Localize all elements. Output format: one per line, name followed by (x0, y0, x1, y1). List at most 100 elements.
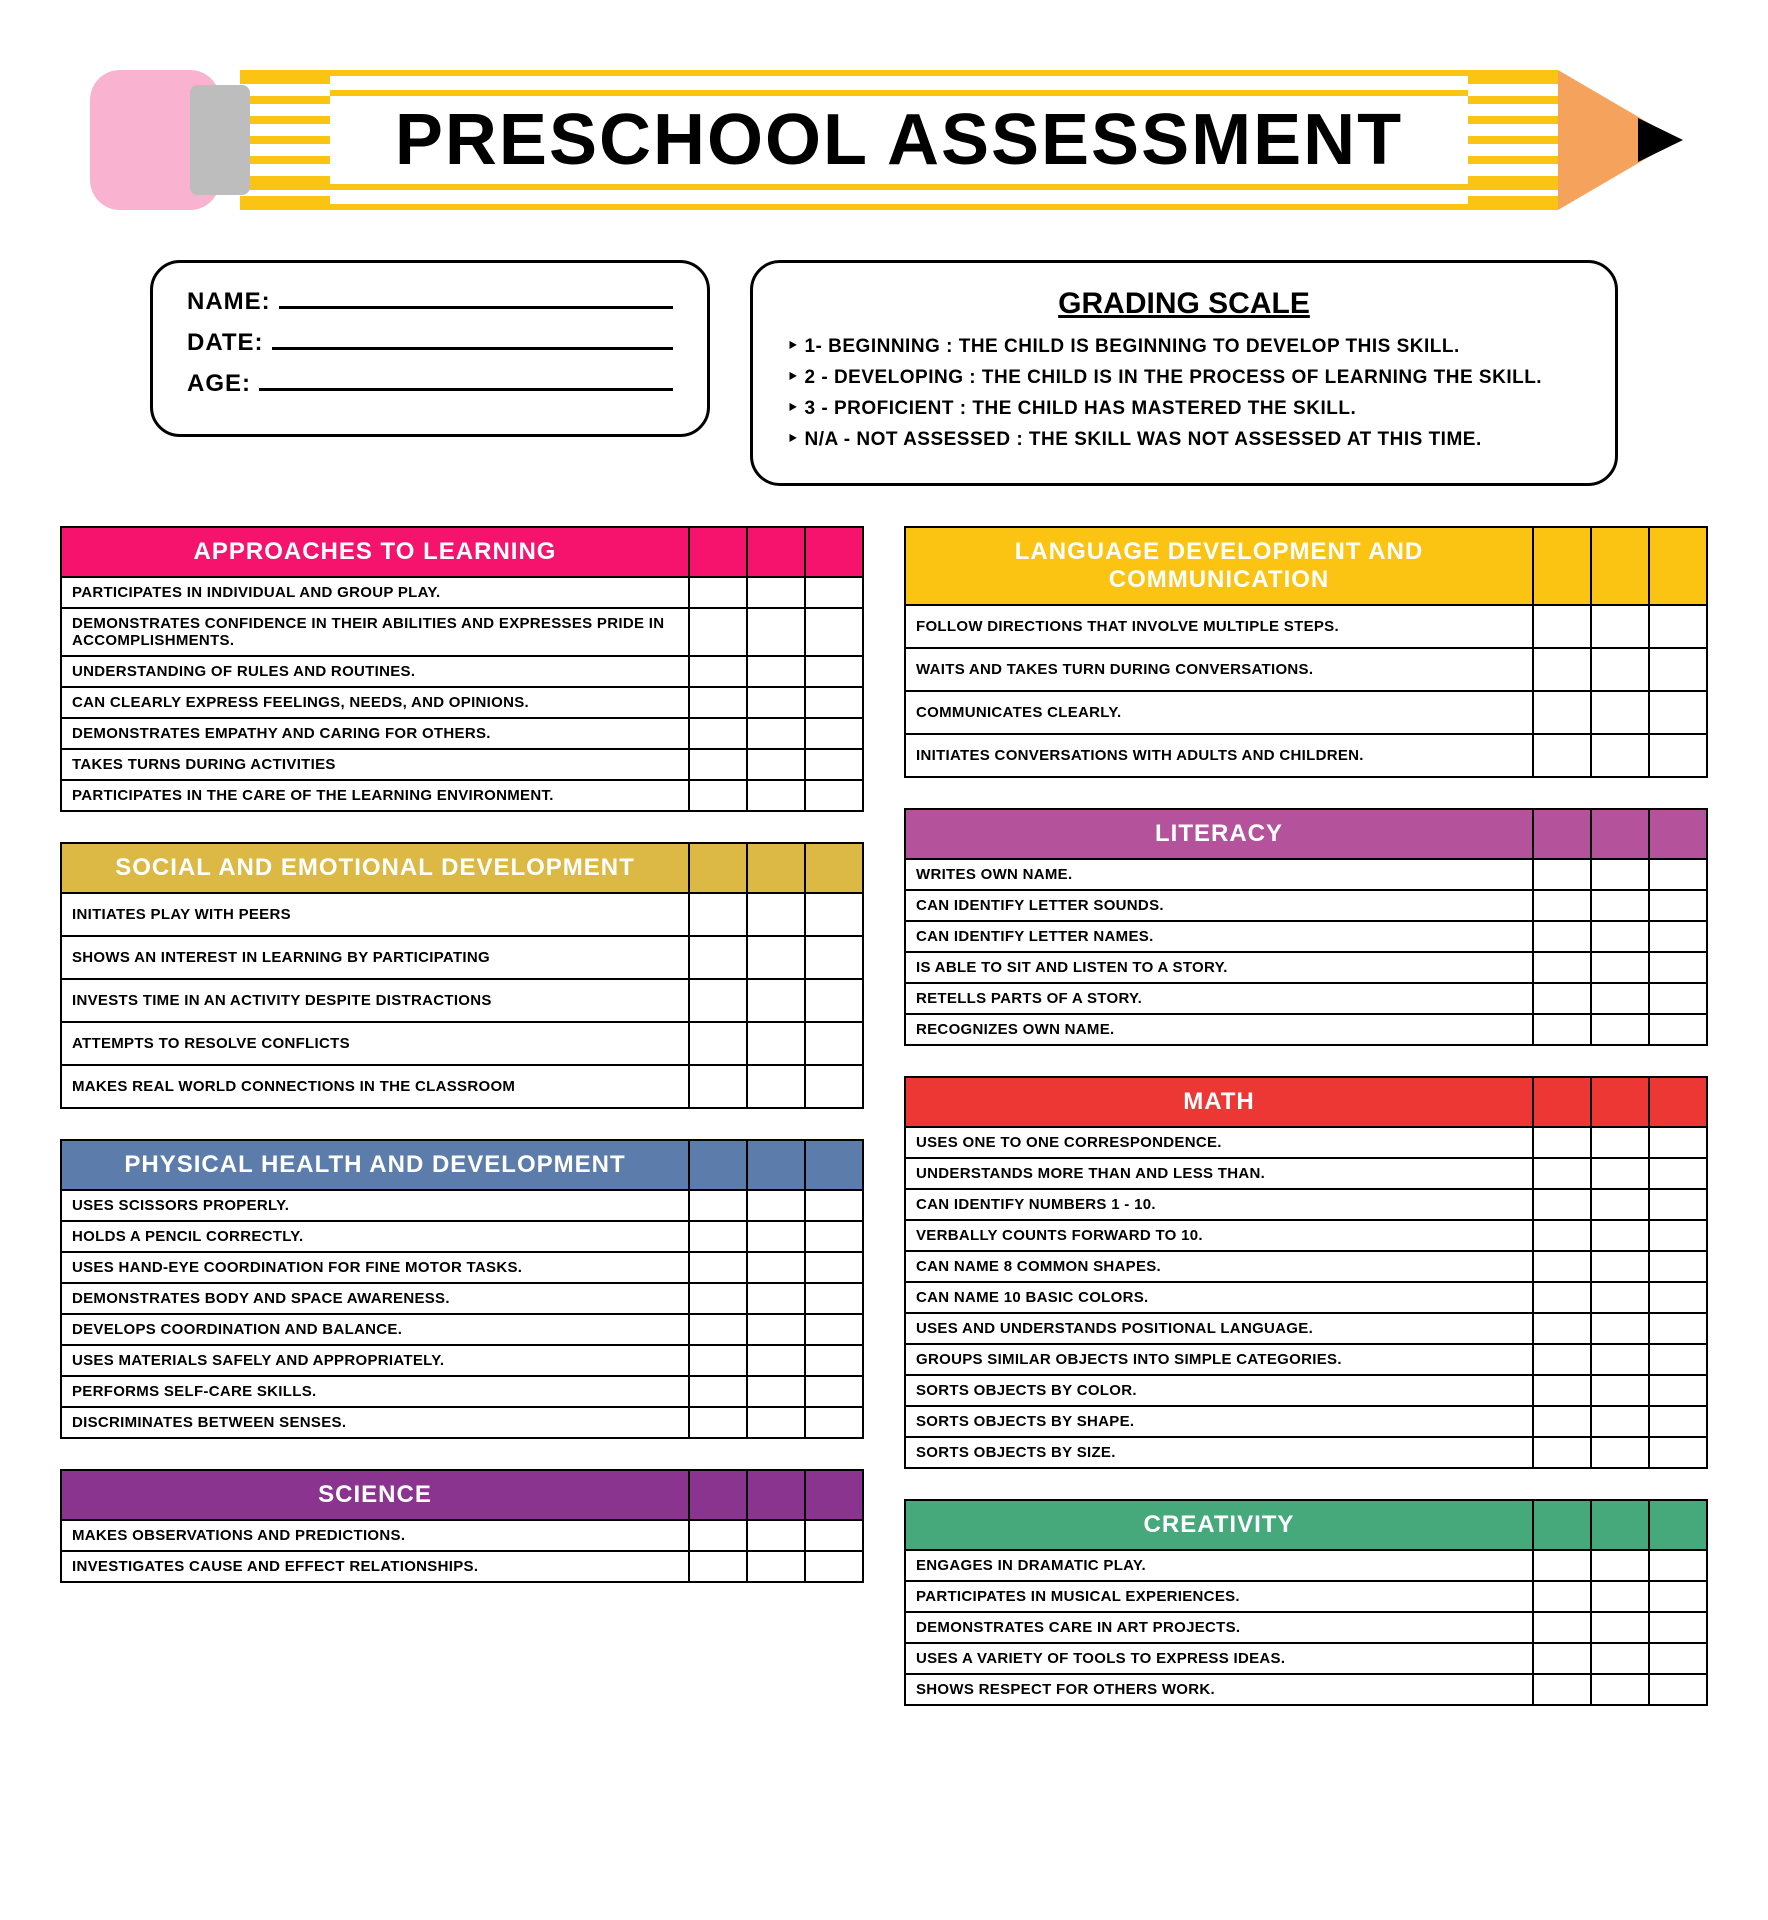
grade-cell[interactable] (1592, 953, 1650, 984)
grade-cell[interactable] (806, 1066, 864, 1109)
grade-cell[interactable] (1650, 1221, 1708, 1252)
grade-cell[interactable] (748, 578, 806, 609)
grade-cell[interactable] (1650, 1551, 1708, 1582)
grade-cell[interactable] (1534, 1190, 1592, 1221)
grade-cell[interactable] (1534, 922, 1592, 953)
grade-cell[interactable] (806, 1377, 864, 1408)
grade-cell[interactable] (690, 1066, 748, 1109)
grade-cell[interactable] (806, 980, 864, 1023)
grade-cell[interactable] (1650, 606, 1708, 649)
grade-cell[interactable] (1534, 1376, 1592, 1407)
grade-cell[interactable] (1650, 922, 1708, 953)
grade-cell[interactable] (1534, 1159, 1592, 1190)
grade-cell[interactable] (1592, 735, 1650, 778)
grade-cell[interactable] (748, 1346, 806, 1377)
grade-cell[interactable] (690, 1191, 748, 1222)
date-input-line[interactable] (272, 328, 673, 350)
grade-cell[interactable] (748, 750, 806, 781)
grade-cell[interactable] (690, 1408, 748, 1439)
grade-cell[interactable] (748, 609, 806, 657)
grade-cell[interactable] (806, 657, 864, 688)
grade-cell[interactable] (806, 1191, 864, 1222)
grade-cell[interactable] (1534, 606, 1592, 649)
grade-cell[interactable] (1650, 1407, 1708, 1438)
grade-cell[interactable] (1650, 891, 1708, 922)
grade-cell[interactable] (1650, 1159, 1708, 1190)
grade-cell[interactable] (1592, 1252, 1650, 1283)
grade-cell[interactable] (806, 688, 864, 719)
grade-cell[interactable] (1534, 735, 1592, 778)
grade-cell[interactable] (690, 1253, 748, 1284)
grade-cell[interactable] (1592, 984, 1650, 1015)
grade-cell[interactable] (1592, 1128, 1650, 1159)
grade-cell[interactable] (748, 1023, 806, 1066)
grade-cell[interactable] (690, 1284, 748, 1315)
grade-cell[interactable] (1534, 1438, 1592, 1469)
grade-cell[interactable] (690, 937, 748, 980)
grade-cell[interactable] (1592, 1551, 1650, 1582)
grade-cell[interactable] (806, 1315, 864, 1346)
grade-cell[interactable] (748, 1377, 806, 1408)
grade-cell[interactable] (1534, 1644, 1592, 1675)
grade-cell[interactable] (1592, 692, 1650, 735)
grade-cell[interactable] (1534, 860, 1592, 891)
grade-cell[interactable] (748, 1191, 806, 1222)
grade-cell[interactable] (1592, 1283, 1650, 1314)
grade-cell[interactable] (806, 1023, 864, 1066)
grade-cell[interactable] (806, 1284, 864, 1315)
grade-cell[interactable] (748, 688, 806, 719)
grade-cell[interactable] (1592, 1675, 1650, 1706)
grade-cell[interactable] (806, 1222, 864, 1253)
grade-cell[interactable] (1650, 1582, 1708, 1613)
grade-cell[interactable] (1534, 891, 1592, 922)
grade-cell[interactable] (1592, 922, 1650, 953)
grade-cell[interactable] (1534, 1128, 1592, 1159)
grade-cell[interactable] (806, 781, 864, 812)
grade-cell[interactable] (1534, 1551, 1592, 1582)
grade-cell[interactable] (748, 719, 806, 750)
grade-cell[interactable] (1534, 953, 1592, 984)
age-input-line[interactable] (259, 369, 673, 391)
grade-cell[interactable] (748, 937, 806, 980)
grade-cell[interactable] (806, 1521, 864, 1552)
grade-cell[interactable] (690, 719, 748, 750)
grade-cell[interactable] (1650, 1283, 1708, 1314)
grade-cell[interactable] (690, 609, 748, 657)
grade-cell[interactable] (1534, 1582, 1592, 1613)
grade-cell[interactable] (1534, 1613, 1592, 1644)
grade-cell[interactable] (1534, 1675, 1592, 1706)
grade-cell[interactable] (806, 578, 864, 609)
grade-cell[interactable] (806, 1552, 864, 1583)
grade-cell[interactable] (1592, 606, 1650, 649)
grade-cell[interactable] (748, 1521, 806, 1552)
grade-cell[interactable] (690, 1521, 748, 1552)
grade-cell[interactable] (1534, 1283, 1592, 1314)
grade-cell[interactable] (1592, 1438, 1650, 1469)
grade-cell[interactable] (1592, 1314, 1650, 1345)
grade-cell[interactable] (748, 1315, 806, 1346)
grade-cell[interactable] (690, 688, 748, 719)
grade-cell[interactable] (1534, 1407, 1592, 1438)
grade-cell[interactable] (690, 1377, 748, 1408)
grade-cell[interactable] (806, 937, 864, 980)
grade-cell[interactable] (1650, 1675, 1708, 1706)
grade-cell[interactable] (748, 1253, 806, 1284)
grade-cell[interactable] (1650, 1345, 1708, 1376)
grade-cell[interactable] (1650, 953, 1708, 984)
grade-cell[interactable] (1650, 860, 1708, 891)
grade-cell[interactable] (690, 980, 748, 1023)
grade-cell[interactable] (1534, 692, 1592, 735)
grade-cell[interactable] (748, 894, 806, 937)
name-input-line[interactable] (279, 287, 673, 309)
grade-cell[interactable] (690, 1222, 748, 1253)
grade-cell[interactable] (1650, 1613, 1708, 1644)
grade-cell[interactable] (748, 1552, 806, 1583)
grade-cell[interactable] (1534, 1345, 1592, 1376)
grade-cell[interactable] (806, 894, 864, 937)
grade-cell[interactable] (1592, 1190, 1650, 1221)
grade-cell[interactable] (1592, 1159, 1650, 1190)
grade-cell[interactable] (748, 781, 806, 812)
grade-cell[interactable] (806, 719, 864, 750)
grade-cell[interactable] (1534, 1221, 1592, 1252)
grade-cell[interactable] (1650, 1644, 1708, 1675)
